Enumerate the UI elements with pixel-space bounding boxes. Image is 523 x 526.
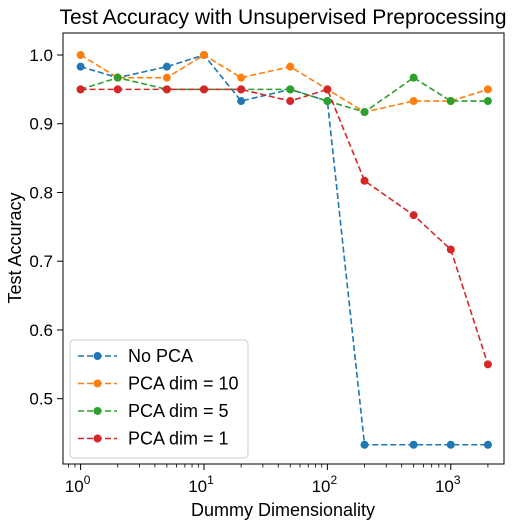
legend-marker [93, 407, 102, 415]
data-point [360, 108, 369, 117]
y-axis: 0.5 0.6 0.7 0.8 0.9 1.0 [29, 46, 63, 409]
data-point [483, 97, 492, 106]
plot-area [62, 32, 505, 465]
data-point [162, 62, 171, 71]
x-tick-base: 10 [435, 477, 454, 496]
data-point [237, 97, 246, 106]
data-point [286, 62, 295, 71]
series-line [80, 88, 489, 365]
y-tick-label: 0.9 [29, 115, 53, 134]
legend-marker [93, 434, 102, 443]
x-tick-exponent: 1 [207, 473, 214, 487]
x-tick-exponent: 3 [454, 473, 461, 487]
data-point [409, 97, 418, 106]
legend-marker [93, 379, 102, 388]
y-tick-label: 1.0 [29, 46, 53, 65]
data-point [237, 73, 246, 82]
series-line [80, 76, 488, 113]
legend-entry: PCA dim = 5 [128, 401, 229, 421]
data-point [113, 73, 122, 82]
data-point [446, 440, 455, 449]
y-tick-label: 0.7 [29, 252, 53, 271]
y-axis-label: Test Accuracy [5, 192, 25, 303]
x-tick-base: 10 [65, 477, 84, 496]
y-tick-label: 0.5 [29, 390, 53, 409]
x-tick-exponent: 2 [331, 473, 338, 487]
data-point [76, 50, 85, 59]
chart-title: Test Accuracy with Unsupervised Preproce… [59, 6, 506, 29]
data-point [483, 85, 492, 94]
series-1 [76, 50, 492, 117]
data-point [162, 73, 171, 82]
x-tick-exponent: 0 [84, 473, 91, 487]
legend-entry: PCA dim = 1 [128, 429, 229, 449]
series-layer [76, 50, 492, 449]
x-tick-label: 102 [312, 473, 338, 496]
data-point [360, 440, 369, 449]
data-point [323, 97, 332, 106]
data-point [483, 360, 492, 369]
series-3 [76, 85, 492, 369]
legend-entry: No PCA [128, 346, 193, 366]
data-point [162, 85, 171, 94]
data-point [199, 85, 208, 94]
legend-marker [93, 352, 102, 360]
x-tick-base: 10 [188, 477, 207, 496]
data-point [483, 440, 492, 449]
data-point [446, 97, 455, 106]
legend: No PCA PCA dim = 10 PCA dim = 5 PCA dim = 1 [69, 339, 249, 459]
y-tick-label: 0.6 [29, 321, 53, 340]
y-tick-label: 0.8 [29, 183, 53, 202]
x-axis-label: Dummy Dimensionality [191, 500, 375, 520]
data-point [446, 245, 455, 254]
data-point [323, 85, 332, 94]
data-point [113, 85, 122, 94]
x-tick-label: 100 [65, 473, 91, 496]
series-2 [76, 73, 492, 117]
x-tick-label: 101 [188, 473, 214, 496]
legend-entry: PCA dim = 10 [128, 374, 239, 394]
x-axis: 100 101 102 103 [65, 464, 489, 496]
data-point [286, 97, 295, 106]
data-point [409, 73, 418, 82]
legend-frame [69, 339, 249, 459]
data-point [76, 85, 85, 94]
x-tick-label: 103 [435, 473, 461, 496]
data-point [286, 85, 295, 94]
data-point [409, 440, 418, 449]
data-point [76, 62, 85, 71]
data-point [199, 50, 208, 59]
x-tick-base: 10 [312, 477, 331, 496]
data-point [360, 176, 369, 185]
data-point [409, 211, 418, 220]
data-point [237, 85, 246, 94]
